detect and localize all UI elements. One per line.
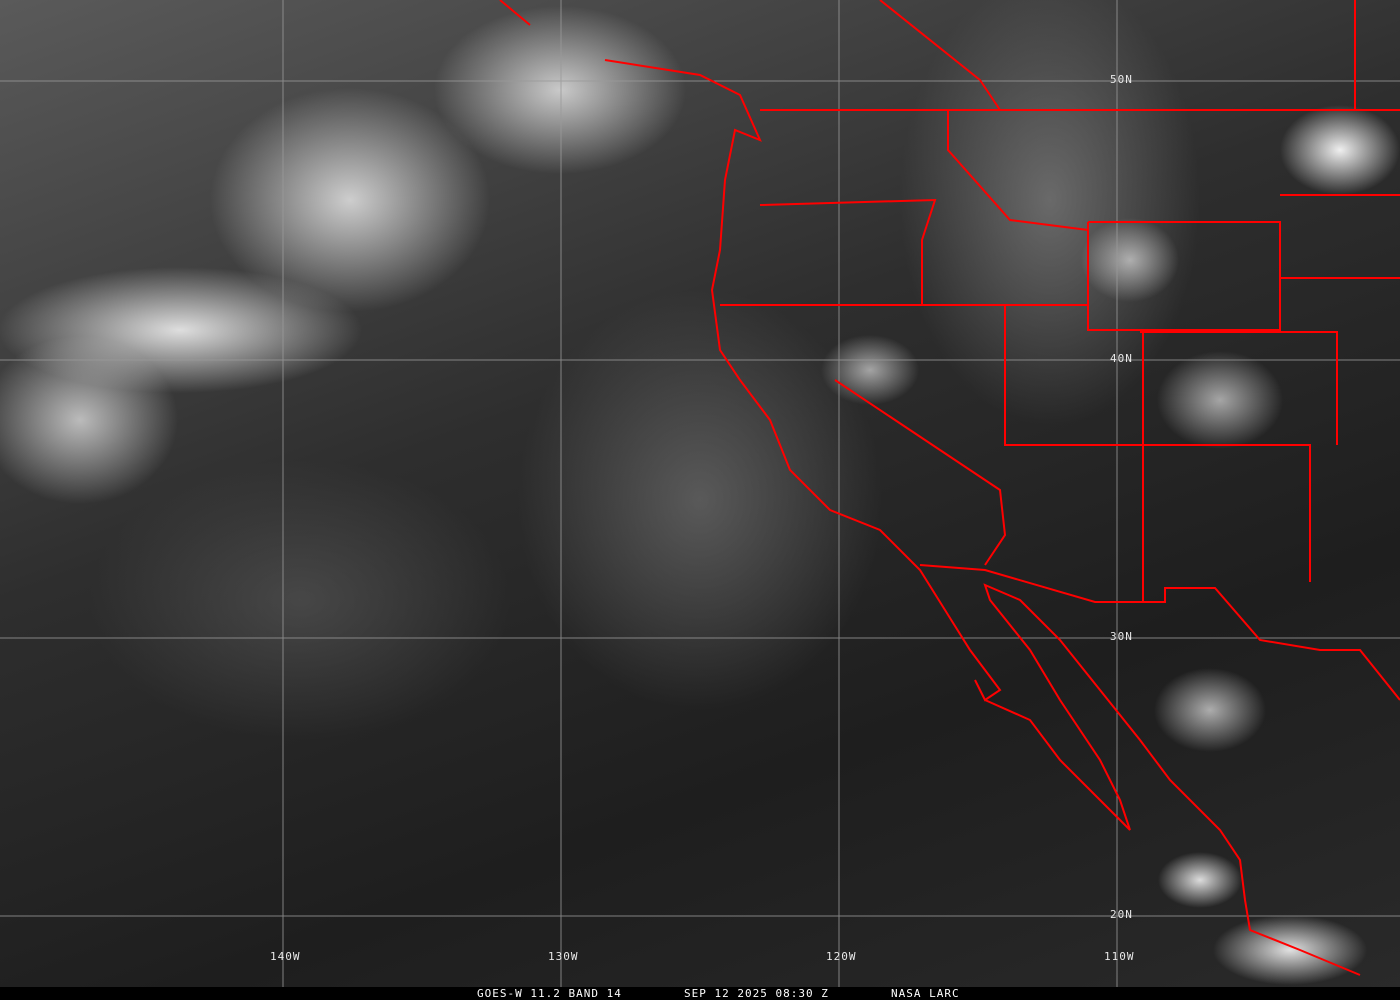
lat-label-20n: 20N: [1110, 908, 1133, 921]
lon-label-120w: 120W: [826, 950, 857, 963]
us-mexico-border: [919, 564, 1400, 701]
lon-label-110w: 110W: [1104, 950, 1135, 963]
coastline: [499, 0, 1361, 976]
credit-label: NASA LARC: [891, 987, 960, 1000]
lat-label-50n: 50N: [1110, 73, 1133, 86]
satellite-band-label: GOES-W 11.2 BAND 14: [477, 987, 622, 1000]
caption-bar: GOES-W 11.2 BAND 14 SEP 12 2025 08:30 Z …: [0, 987, 1400, 1000]
datetime-label: SEP 12 2025 08:30 Z: [684, 987, 829, 1000]
lon-label-140w: 140W: [270, 950, 301, 963]
state-borders: [720, 0, 1400, 602]
lat-label-40n: 40N: [1110, 352, 1133, 365]
lon-label-130w: 130W: [548, 950, 579, 963]
lat-label-30n: 30N: [1110, 630, 1133, 643]
political-borders: [499, 0, 1400, 976]
